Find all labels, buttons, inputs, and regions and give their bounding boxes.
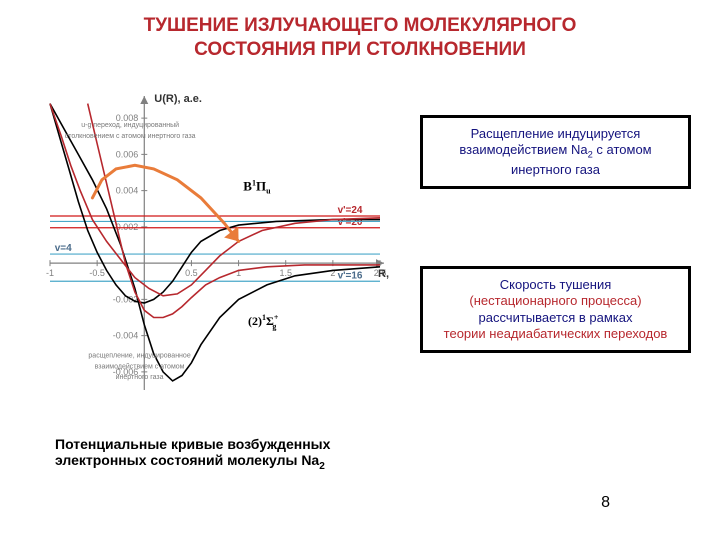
svg-text:расщепление, индуцированное: расщепление, индуцированное	[88, 352, 190, 359]
svg-text:взаимодействием с атомом: взаимодействием с атомом	[95, 362, 185, 370]
caption-text: Потенциальные кривые возбужденных электр…	[55, 436, 330, 468]
svg-text:-1: -1	[46, 268, 54, 278]
svg-text:B1Πu: B1Πu	[243, 179, 271, 196]
chart-caption: Потенциальные кривые возбужденных электр…	[55, 436, 395, 472]
callout-quenching-rate: Скорость тушения (нестационарного процес…	[420, 266, 691, 353]
svg-text:v'=16: v'=16	[338, 270, 363, 281]
callout-splitting: Расщепление индуцируется взаимодействием…	[420, 115, 691, 189]
svg-text:0.006: 0.006	[116, 149, 139, 159]
svg-text:u-g переход, индуцированный: u-g переход, индуцированный	[81, 121, 179, 129]
page-number: 8	[601, 494, 610, 512]
svg-text:v=4: v=4	[55, 243, 72, 254]
title-line-2: СОСТОЯНИЯ ПРИ СТОЛКНОВЕНИИ	[194, 39, 526, 60]
svg-text:v'=24: v'=24	[338, 205, 363, 216]
title-line-1: ТУШЕНИЕ ИЗЛУЧАЮЩЕГО МОЛЕКУЛЯРНОГО	[144, 15, 577, 36]
callout2-line1: Скорость тушения	[500, 277, 612, 292]
svg-text:U(R), a.e.: U(R), a.e.	[154, 93, 202, 105]
svg-text:0.002: 0.002	[116, 222, 139, 232]
page-title: ТУШЕНИЕ ИЗЛУЧАЮЩЕГО МОЛЕКУЛЯРНОГО СОСТОЯ…	[50, 14, 670, 62]
svg-text:-0.5: -0.5	[89, 268, 105, 278]
svg-text:(2)1Σ+g: (2)1Σ+g	[248, 313, 279, 331]
callout2-line3: рассчитывается в рамках	[478, 310, 632, 325]
svg-text:-0.004: -0.004	[113, 331, 139, 341]
potential-curves-chart: -1-0.50.511.522.5-0.006-0.004-0.0020.002…	[40, 90, 390, 400]
callout2-line2: (нестационарного процесса)	[469, 293, 641, 308]
svg-text:столкновением с атомом инертно: столкновением с атомом инертного газа	[65, 133, 196, 140]
svg-text:R, a.e.: R, a.e.	[378, 268, 390, 280]
caption-sub: 2	[319, 461, 325, 472]
svg-text:0.004: 0.004	[116, 186, 139, 196]
svg-text:0.5: 0.5	[185, 268, 198, 278]
svg-text:инертного газа: инертного газа	[116, 374, 164, 381]
callout2-line4: теории неадиабатических переходов	[444, 326, 668, 341]
